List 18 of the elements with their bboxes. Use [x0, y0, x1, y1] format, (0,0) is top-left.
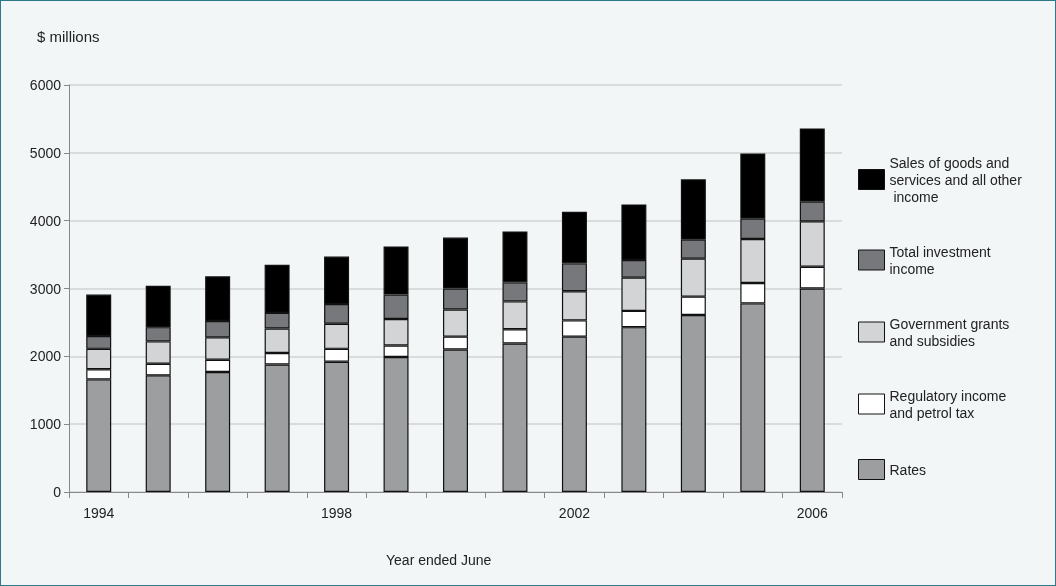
x-tick-label: 2006	[796, 505, 829, 521]
x-tick-label: 1994	[83, 505, 115, 521]
y-axis-title: $ millions	[37, 28, 100, 45]
legend-label: Rates	[889, 461, 927, 478]
y-tick-label: 5000	[29, 144, 62, 161]
y-tick-label: 3000	[29, 280, 62, 297]
y-tick-label: 0	[53, 484, 62, 500]
legend-label: Regulatory income and petrol tax	[889, 387, 1011, 421]
y-tick-label: 1000	[29, 416, 62, 433]
x-tick-label: 1998	[321, 505, 353, 521]
legend-label: Sales of goods and services and all other income	[889, 154, 1023, 205]
x-axis-title: Year ended June	[386, 552, 492, 568]
legend-label: Total investment income	[889, 243, 995, 277]
legend-label: Government grants and subsidies	[889, 315, 1014, 349]
x-tick-label: 2002	[558, 505, 591, 521]
y-tick-label: 6000	[29, 77, 62, 93]
y-tick-label: 4000	[29, 212, 62, 229]
y-tick-label: 2000	[29, 348, 62, 365]
